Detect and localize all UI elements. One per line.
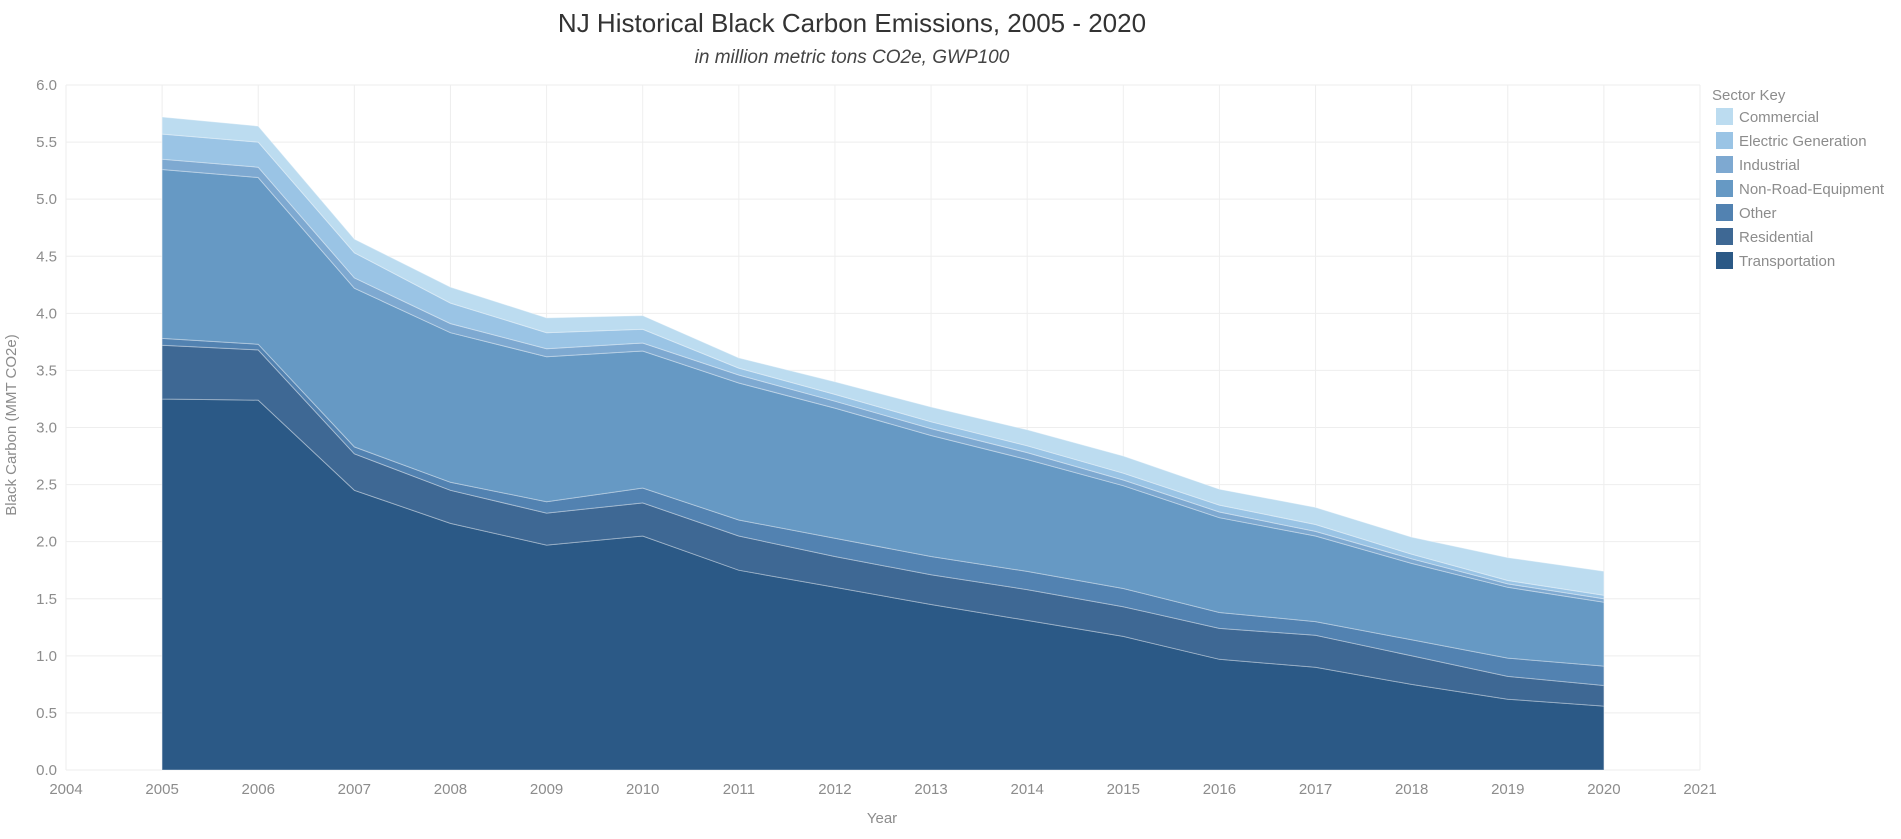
x-tick-label: 2014 xyxy=(1010,781,1043,798)
y-tick-label: 4.5 xyxy=(36,248,57,265)
x-axis-title: Year xyxy=(867,810,897,827)
series-area-commercial[interactable] xyxy=(161,116,1605,596)
y-tick-label: 1.5 xyxy=(36,591,57,608)
legend-swatch xyxy=(1716,156,1733,173)
y-tick-label: 6.0 xyxy=(36,77,57,94)
legend-swatch xyxy=(1716,132,1733,149)
y-tick-label: 2.0 xyxy=(36,534,57,551)
legend-label: Residential xyxy=(1739,229,1813,246)
y-tick-label: 1.0 xyxy=(36,648,57,665)
legend-swatch xyxy=(1716,204,1733,221)
legend-swatch xyxy=(1716,228,1733,245)
x-tick-label: 2009 xyxy=(530,781,563,798)
series-area-residential[interactable] xyxy=(161,344,1605,707)
y-tick-label: 5.5 xyxy=(36,134,57,151)
legend-item[interactable]: Transportation xyxy=(1716,252,1835,270)
legend: Sector Key Commercial Electric Generation… xyxy=(1712,87,1885,270)
legend-items: Commercial Electric Generation Industrial N… xyxy=(1716,108,1885,270)
x-tick-label: 2018 xyxy=(1395,781,1428,798)
legend-item[interactable]: Industrial xyxy=(1716,156,1800,174)
legend-swatch xyxy=(1716,108,1733,125)
y-tick-label: 3.0 xyxy=(36,420,57,437)
legend-label: Non-Road-Equipment xyxy=(1739,181,1885,198)
x-tick-label: 2010 xyxy=(626,781,659,798)
series-area-transportation[interactable] xyxy=(161,398,1605,771)
y-axis-ticks: 0.0 0.5 1.0 1.5 2.0 2.5 3.0 3.5 4.0 4.5 5.0 5.5 6.0 xyxy=(36,77,57,779)
legend-label: Transportation xyxy=(1739,253,1835,270)
legend-item[interactable]: Other xyxy=(1716,204,1777,222)
chart-title: NJ Historical Black Carbon Emissions, 20… xyxy=(558,8,1146,38)
legend-label: Electric Generation xyxy=(1739,133,1867,150)
legend-label: Industrial xyxy=(1739,157,1800,174)
x-tick-label: 2021 xyxy=(1683,781,1716,798)
legend-item[interactable]: Commercial xyxy=(1716,108,1819,126)
legend-swatch xyxy=(1716,252,1733,269)
y-axis-title: Black Carbon (MMT CO2e) xyxy=(3,334,20,515)
legend-item[interactable]: Non-Road-Equipment xyxy=(1716,180,1885,198)
legend-swatch xyxy=(1716,180,1733,197)
y-tick-label: 0.5 xyxy=(36,705,57,722)
legend-item[interactable]: Electric Generation xyxy=(1716,132,1867,150)
y-tick-label: 5.0 xyxy=(36,191,57,208)
y-tick-label: 3.5 xyxy=(36,362,57,379)
legend-label: Other xyxy=(1739,205,1777,222)
x-axis-ticks: 2004 2005 2006 2007 2008 2009 2010 2011 2012 2013… xyxy=(49,781,1716,798)
plot-areas xyxy=(161,116,1605,771)
legend-title: Sector Key xyxy=(1712,87,1786,104)
x-tick-label: 2017 xyxy=(1299,781,1332,798)
x-tick-label: 2015 xyxy=(1107,781,1140,798)
y-tick-label: 2.5 xyxy=(36,477,57,494)
x-tick-label: 2007 xyxy=(338,781,371,798)
x-tick-label: 2012 xyxy=(818,781,851,798)
series-area-electric-generation[interactable] xyxy=(161,133,1605,600)
x-tick-label: 2008 xyxy=(434,781,467,798)
x-tick-label: 2013 xyxy=(914,781,947,798)
y-tick-label: 4.0 xyxy=(36,305,57,322)
x-tick-label: 2020 xyxy=(1587,781,1620,798)
legend-label: Commercial xyxy=(1739,109,1819,126)
x-tick-label: 2004 xyxy=(49,781,82,798)
x-tick-label: 2016 xyxy=(1203,781,1236,798)
x-tick-label: 2005 xyxy=(145,781,178,798)
x-tick-label: 2006 xyxy=(242,781,275,798)
legend-item[interactable]: Residential xyxy=(1716,228,1813,246)
y-tick-label: 0.0 xyxy=(36,762,57,779)
x-tick-label: 2011 xyxy=(723,781,755,798)
x-tick-label: 2019 xyxy=(1491,781,1524,798)
chart-subtitle: in million metric tons CO2e, GWP100 xyxy=(695,47,1010,68)
